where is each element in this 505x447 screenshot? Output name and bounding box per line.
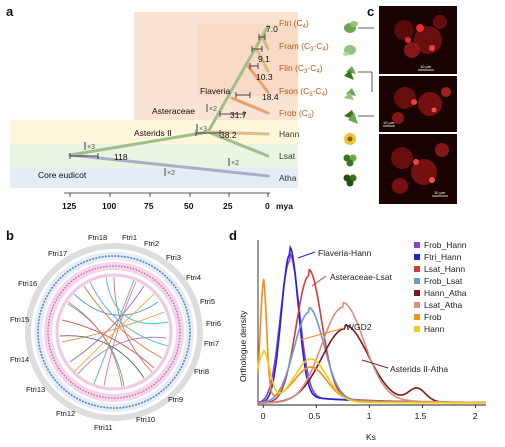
species-flin: Flin (C3-C4): [279, 63, 323, 75]
species-frob: Frob (C3): [279, 108, 314, 120]
legend-label-3: Frob_Lsat: [424, 276, 463, 286]
clade-core-eudicot: Core eudicot: [38, 170, 87, 180]
svg-text:×2: ×2: [167, 170, 175, 177]
chrom-label-3: Ftri3: [166, 253, 181, 262]
legend-label-7: Hann: [424, 324, 445, 334]
chart-annotations: Flaveria-Hann Asteraceae-Lsat WGD2 Aster…: [297, 248, 448, 374]
chrom-label-9: Ftri9: [168, 395, 183, 404]
legend-swatch-6: [414, 314, 420, 320]
node-age-ftri: 7.0: [266, 24, 278, 34]
node-age-asterids: 38.2: [220, 130, 237, 140]
clade-asterids: Asterids II: [134, 128, 172, 138]
species-ftri: Ftri (C4): [279, 18, 309, 30]
clade-asteraceae: Asteraceae: [152, 106, 195, 116]
chart-legend: Frob_Hann Ftri_Hann Lsat_Hann Frob_Lsat Hann…: [414, 240, 467, 334]
panel-letter-d: d: [229, 228, 237, 243]
svg-text:25: 25: [223, 201, 233, 211]
plant-thumbnails: [343, 21, 374, 187]
svg-text:×3: ×3: [87, 144, 95, 151]
ks-density-chart: Orthologue density 0 0.5 1 1.5 2 Ks Flaveria…: [238, 240, 486, 442]
node-age-asteraceae: 31.7: [230, 110, 247, 120]
chrom-label-11: Ftri11: [94, 423, 113, 432]
legend-label-0: Frob_Hann: [424, 240, 467, 250]
annotation-flaveria-hann: Flaveria-Hann: [318, 248, 372, 258]
chrom-label-5: Ftri5: [200, 297, 215, 306]
chrom-label-2: Ftri2: [144, 239, 159, 248]
svg-text:75: 75: [144, 201, 154, 211]
panel-letter-a: a: [6, 4, 14, 19]
panel-letter-b: b: [6, 228, 14, 243]
x-axis-label: Ks: [366, 432, 376, 442]
legend-label-2: Lsat_Hann: [424, 264, 465, 274]
svg-text:125: 125: [62, 201, 76, 211]
chrom-label-17: Ftri17: [48, 249, 67, 258]
chrom-label-4: Ftri4: [186, 273, 201, 282]
chrom-label-6: Ftri6: [206, 319, 221, 328]
legend-label-5: Lsat_Atha: [424, 300, 463, 310]
x-axis-ticks: 0 0.5 1 1.5 2: [261, 405, 478, 421]
annotation-asterids-atha: Asterids II-Atha: [390, 364, 448, 374]
series-line-frob-lsat: [258, 306, 486, 404]
legend-swatch-0: [414, 242, 420, 248]
chrom-label-10: Ftri10: [136, 415, 155, 424]
wgd-marks: ×2 ×3 ×3 ×2 ×2: [84, 104, 239, 177]
circos-plot: Ftri1 Ftri2 Ftri3 Ftri4 Ftri5 Ftri6 Ftri…: [10, 233, 221, 432]
legend-swatch-2: [414, 266, 420, 272]
y-axis-label: Orthologue density: [238, 310, 248, 382]
node-age-core: 118: [114, 152, 128, 162]
chrom-label-1: Ftri1: [122, 233, 137, 242]
svg-text:100: 100: [102, 201, 116, 211]
tree-branches: [68, 24, 270, 178]
legend-swatch-7: [414, 326, 420, 332]
x-tick-label-0: 0: [261, 411, 266, 421]
x-tick-label-2: 1: [367, 411, 372, 421]
panel-letter-c: c: [367, 4, 375, 19]
legend-swatch-4: [414, 290, 420, 296]
svg-text:10 µm: 10 µm: [383, 120, 395, 125]
legend-swatch-5: [414, 302, 420, 308]
legend-swatch-1: [414, 254, 420, 260]
node-age-flaveria: 18.4: [262, 92, 279, 102]
series-line-hann: [257, 349, 486, 404]
annotation-wgd2: WGD2: [346, 322, 372, 332]
x-tick-label-3: 1.5: [415, 411, 427, 421]
chrom-label-18: Ftri18: [88, 233, 107, 242]
node-age-fram: 9.1: [258, 54, 270, 64]
chrom-label-14: Ftri14: [10, 355, 29, 364]
x-tick-label-1: 0.5: [309, 411, 321, 421]
node-error-bars: [69, 34, 266, 159]
time-axis: 125 100 75 50 25 0 mya: [62, 192, 293, 211]
legend-label-1: Ftri_Hann: [424, 252, 462, 262]
species-atha: Atha: [279, 173, 297, 183]
svg-text:×2: ×2: [209, 106, 217, 113]
x-tick-label-4: 2: [473, 411, 478, 421]
legend-label-6: Frob: [424, 312, 442, 322]
legend-swatch-3: [414, 278, 420, 284]
micrograph-panel: 10 µm 10 µm 10 µm: [379, 6, 457, 204]
species-fson: Fson (C3-C4): [279, 86, 328, 98]
chrom-label-12: Ftri12: [56, 409, 75, 418]
legend-label-4: Hann_Atha: [424, 288, 467, 298]
species-fram: Fram (C3-C4): [279, 41, 329, 53]
svg-text:0: 0: [265, 201, 270, 211]
svg-text:×2: ×2: [231, 160, 239, 167]
svg-text:10 µm: 10 µm: [420, 64, 432, 69]
chrom-label-7: Ftri7: [204, 339, 219, 348]
chrom-label-15: Ftri15: [10, 315, 29, 324]
svg-text:50: 50: [184, 201, 194, 211]
annotation-asteraceae-lsat: Asteraceae-Lsat: [330, 272, 393, 282]
chrom-label-13: Ftri13: [26, 385, 45, 394]
species-hann: Hann: [279, 129, 300, 139]
node-age-flin: 10.3: [256, 72, 273, 82]
species-lsat: Lsat: [279, 151, 296, 161]
axis-unit: mya: [276, 201, 293, 211]
chrom-label-8: Ftri8: [194, 367, 209, 376]
clade-flaveria: Flaveria: [200, 86, 231, 96]
svg-text:10 µm: 10 µm: [434, 190, 446, 195]
svg-text:×3: ×3: [199, 126, 207, 133]
chrom-label-16: Ftri16: [18, 279, 37, 288]
